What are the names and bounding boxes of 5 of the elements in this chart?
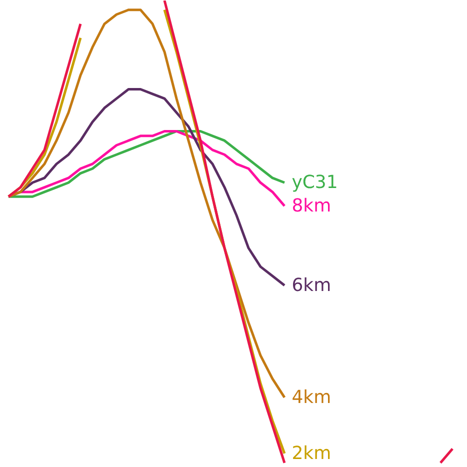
- series-label: yC31: [292, 172, 338, 194]
- series-label: 8km: [292, 195, 332, 216]
- series-label: 2km: [292, 442, 332, 464]
- series-label: 6km: [292, 274, 332, 296]
- series-label: 4km: [292, 386, 332, 408]
